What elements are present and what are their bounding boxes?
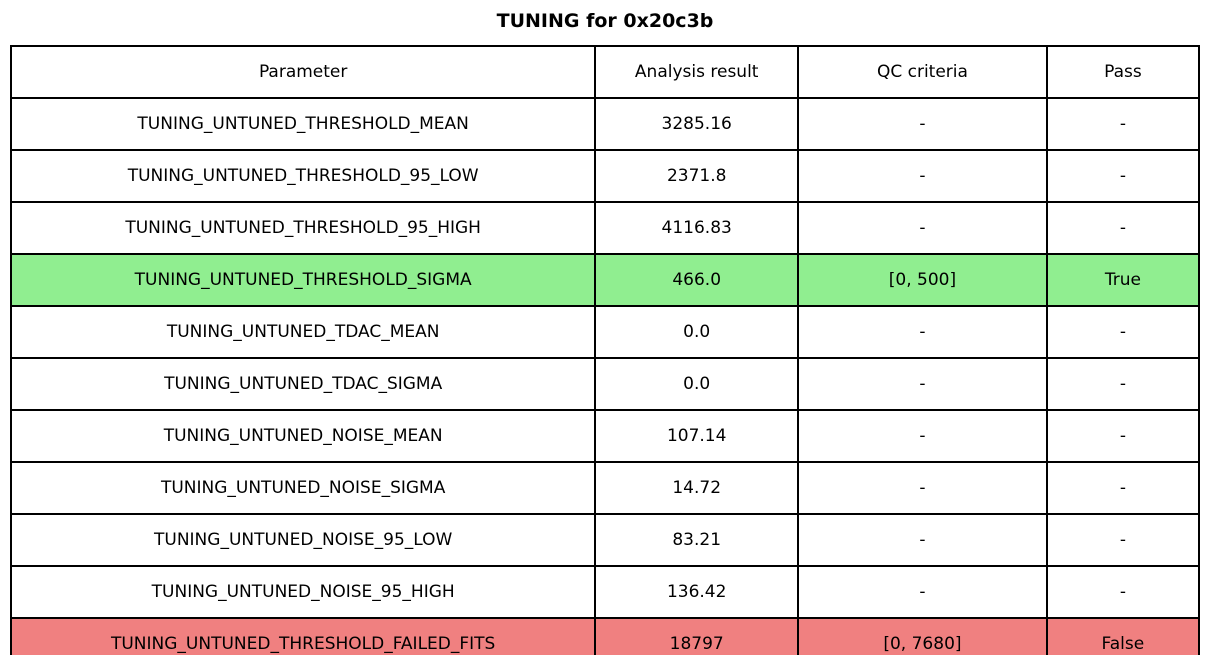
qc-criteria-cell: - (797, 461, 1048, 515)
analysis-result-cell: 4116.83 (594, 201, 800, 255)
table-row: TUNING_UNTUNED_NOISE_SIGMA 14.72- - (9, 461, 1201, 515)
qc-criteria-cell: - (797, 357, 1048, 411)
qc-criteria-cell: - (797, 305, 1048, 359)
pass-cell: True (1045, 253, 1201, 307)
table-row: TUNING_UNTUNED_THRESHOLD_MEAN 3285.16- - (9, 97, 1201, 151)
analysis-result-cell: 18797 (594, 617, 800, 655)
page-title: TUNING for 0x20c3b (496, 10, 714, 32)
parameter-cell: TUNING_UNTUNED_THRESHOLD_95_HIGH (9, 201, 597, 255)
parameter-cell: TUNING_UNTUNED_THRESHOLD_FAILED_FITS (9, 617, 597, 655)
pass-cell: - (1045, 305, 1201, 359)
parameter-cell: TUNING_UNTUNED_NOISE_SIGMA (9, 461, 597, 515)
pass-cell: - (1045, 409, 1201, 463)
table-row: TUNING_UNTUNED_THRESHOLD_95_LOW 2371.8- - (9, 149, 1201, 203)
parameter-cell: TUNING_UNTUNED_NOISE_MEAN (9, 409, 597, 463)
parameter-cell: TUNING_UNTUNED_THRESHOLD_MEAN (9, 97, 597, 151)
analysis-result-cell: 136.42 (594, 565, 800, 619)
qc-criteria-cell: [0, 500] (797, 253, 1048, 307)
pass-cell: - (1045, 97, 1201, 151)
table-row: TUNING_UNTUNED_TDAC_SIGMA 0.0- - (9, 357, 1201, 411)
table-row: TUNING_UNTUNED_NOISE_95_HIGH 136.42- - (9, 565, 1201, 619)
table-row: TUNING_UNTUNED_NOISE_95_LOW 83.21- - (9, 513, 1201, 567)
column-header-analysis-result: Analysis result (594, 45, 800, 99)
pass-cell: - (1045, 461, 1201, 515)
pass-cell: - (1045, 357, 1201, 411)
analysis-result-cell: 2371.8 (594, 149, 800, 203)
table-body: TUNING_UNTUNED_THRESHOLD_MEAN 3285.16- - TU… (9, 97, 1201, 655)
table-row: TUNING_UNTUNED_NOISE_MEAN 107.14- - (9, 409, 1201, 463)
analysis-result-cell: 466.0 (594, 253, 800, 307)
table-row: TUNING_UNTUNED_THRESHOLD_FAILED_FITS 1879… (9, 617, 1201, 655)
qc-criteria-cell: - (797, 409, 1048, 463)
pass-cell: - (1045, 201, 1201, 255)
parameter-cell: TUNING_UNTUNED_TDAC_SIGMA (9, 357, 597, 411)
pass-cell: - (1045, 149, 1201, 203)
parameter-cell: TUNING_UNTUNED_NOISE_95_HIGH (9, 565, 597, 619)
table-row: TUNING_UNTUNED_THRESHOLD_SIGMA 466.0 [0, 5… (9, 253, 1201, 307)
table-row: TUNING_UNTUNED_TDAC_MEAN 0.0- - (9, 305, 1201, 359)
analysis-result-cell: 14.72 (594, 461, 800, 515)
analysis-result-cell: 3285.16 (594, 97, 800, 151)
column-header-qc-criteria: QC criteria (797, 45, 1048, 99)
analysis-result-cell: 83.21 (594, 513, 800, 567)
qc-criteria-cell: - (797, 565, 1048, 619)
pass-cell: - (1045, 513, 1201, 567)
analysis-result-cell: 0.0 (594, 305, 800, 359)
pass-cell: - (1045, 565, 1201, 619)
pass-cell: False (1045, 617, 1201, 655)
column-header-pass: Pass (1045, 45, 1201, 99)
analysis-result-cell: 0.0 (594, 357, 800, 411)
qc-results-table: Parameter Analysis result QC criteria Pass … (9, 45, 1201, 655)
qc-criteria-cell: - (797, 201, 1048, 255)
analysis-result-cell: 107.14 (594, 409, 800, 463)
qc-criteria-cell: - (797, 513, 1048, 567)
parameter-cell: TUNING_UNTUNED_TDAC_MEAN (9, 305, 597, 359)
qc-criteria-cell: [0, 7680] (797, 617, 1048, 655)
qc-criteria-cell: - (797, 149, 1048, 203)
parameter-cell: TUNING_UNTUNED_NOISE_95_LOW (9, 513, 597, 567)
parameter-cell: TUNING_UNTUNED_THRESHOLD_SIGMA (9, 253, 597, 307)
header-row: Parameter Analysis result QC criteria Pass (9, 45, 1201, 99)
qc-criteria-cell: - (797, 97, 1048, 151)
column-header-parameter: Parameter (9, 45, 597, 99)
parameter-cell: TUNING_UNTUNED_THRESHOLD_95_LOW (9, 149, 597, 203)
table-row: TUNING_UNTUNED_THRESHOLD_95_HIGH 4116.83-… (9, 201, 1201, 255)
